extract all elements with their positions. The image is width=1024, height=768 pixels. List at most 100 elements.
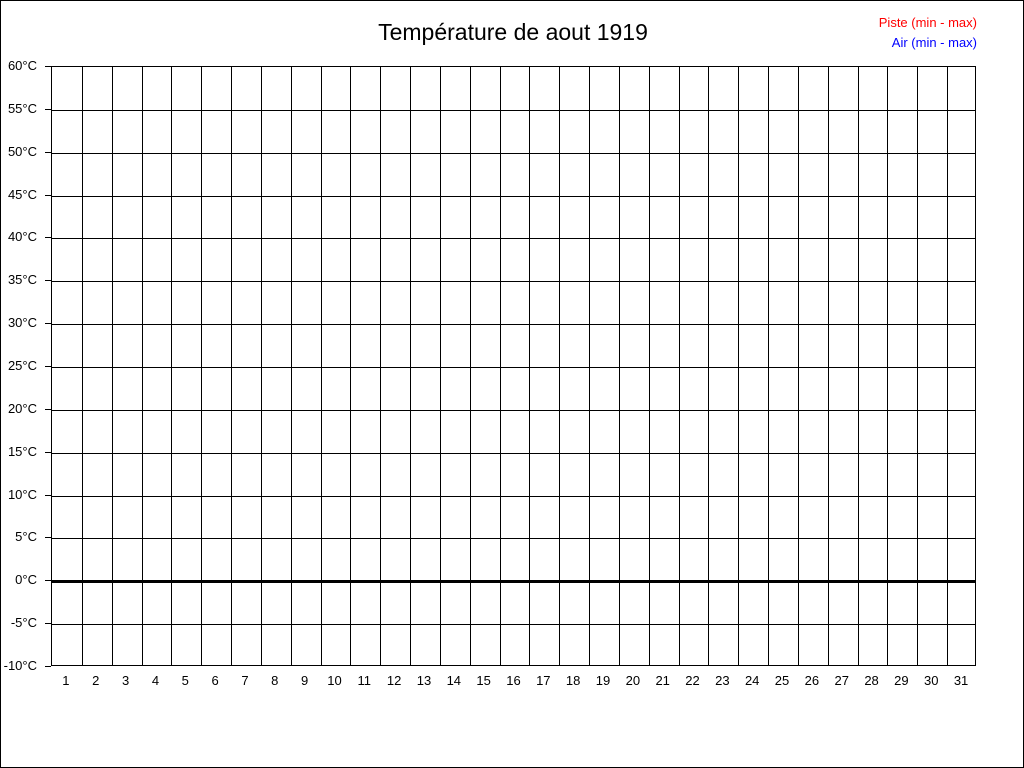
y-tick-mark <box>45 408 51 410</box>
gridline-vertical <box>112 67 113 665</box>
x-tick-label: 15 <box>476 673 491 688</box>
y-tick-mark <box>45 237 51 239</box>
y-tick-label: 20°C <box>7 400 37 416</box>
x-tick-label: 10 <box>327 673 342 688</box>
x-tick-label: 14 <box>446 673 462 688</box>
gridline-horizontal <box>52 281 975 283</box>
gridline-vertical <box>589 67 590 665</box>
y-tick-label: -5°C <box>10 615 37 631</box>
y-tick-label: 60°C <box>7 58 37 73</box>
x-tick-label: 6 <box>211 673 219 688</box>
gridline-vertical <box>679 67 680 665</box>
y-tick-mark <box>45 537 51 539</box>
y-tick-mark <box>45 66 51 67</box>
y-tick-mark <box>45 666 51 667</box>
y-tick-mark <box>45 108 51 110</box>
y-tick-label: 40°C <box>7 229 37 245</box>
x-tick-label: 13 <box>416 673 432 688</box>
gridline-horizontal <box>52 109 975 111</box>
gridline-vertical <box>500 67 501 665</box>
x-tick-label: 8 <box>271 673 279 688</box>
gridline-vertical <box>142 67 143 665</box>
y-tick-label: -10°C <box>3 658 37 673</box>
plot-area <box>51 66 976 666</box>
gridline-vertical <box>171 67 172 665</box>
gridline-vertical <box>440 67 441 665</box>
y-tick-mark <box>45 623 51 625</box>
gridline-vertical <box>380 67 381 665</box>
gridline-horizontal <box>52 324 975 326</box>
x-tick-label: 26 <box>804 673 820 688</box>
gridline-horizontal <box>52 195 975 197</box>
gridline-vertical <box>470 67 471 665</box>
gridline-horizontal <box>52 624 975 626</box>
gridline-vertical <box>559 67 560 665</box>
x-tick-label: 28 <box>864 673 879 688</box>
y-tick-mark <box>45 151 51 153</box>
gridline-vertical <box>649 67 650 665</box>
y-tick-label: 35°C <box>7 272 37 288</box>
x-tick-label: 22 <box>685 673 700 688</box>
gridline-vertical <box>858 67 859 665</box>
legend-item-piste: Piste (min - max) <box>878 15 977 30</box>
y-tick-label: 55°C <box>7 100 37 116</box>
gridline-vertical <box>321 67 322 665</box>
gridline-vertical <box>291 67 292 665</box>
gridline-vertical <box>887 67 888 665</box>
gridline-vertical <box>619 67 620 665</box>
y-tick-label: 30°C <box>7 315 37 331</box>
x-tick-label: 1 <box>62 673 70 688</box>
y-tick-label: 50°C <box>7 143 37 159</box>
page-title: Température de aout 1919 <box>378 19 648 45</box>
chart-legend: Piste (min - max) Air (min - max) <box>879 13 977 53</box>
gridline-vertical <box>410 67 411 665</box>
gridline-vertical <box>350 67 351 665</box>
gridline-vertical <box>231 67 232 665</box>
x-tick-label: 12 <box>386 673 402 688</box>
y-tick-mark <box>45 580 51 582</box>
gridline-vertical <box>917 67 918 665</box>
y-tick-mark <box>45 451 51 453</box>
gridline-horizontal <box>52 409 975 411</box>
y-tick-label: 0°C <box>15 572 37 588</box>
x-tick-label: 7 <box>241 673 249 688</box>
x-tick-label: 11 <box>357 673 372 688</box>
y-tick-label: 5°C <box>15 529 37 545</box>
gridline-vertical <box>798 67 799 665</box>
y-tick-mark <box>45 323 51 325</box>
y-tick-label: 15°C <box>7 443 37 459</box>
y-tick-label: 10°C <box>7 486 37 502</box>
gridline-vertical <box>708 67 709 665</box>
gridline-vertical <box>738 67 739 665</box>
y-tick-mark <box>45 280 51 282</box>
x-tick-label: 24 <box>744 673 760 688</box>
y-tick-mark <box>45 366 51 367</box>
gridline-horizontal <box>52 452 975 454</box>
legend-item-air: Air (min - max) <box>891 35 977 50</box>
y-tick-label: 25°C <box>7 358 37 373</box>
x-tick-label: 20 <box>625 673 641 688</box>
y-tick-mark <box>45 494 51 496</box>
x-tick-label: 23 <box>715 673 730 688</box>
gridline-horizontal <box>52 367 975 368</box>
gridline-vertical <box>201 67 202 665</box>
gridline-horizontal <box>52 495 975 497</box>
gridline-vertical <box>82 67 83 665</box>
x-tick-label: 30 <box>923 673 939 688</box>
x-tick-label: 27 <box>834 673 849 688</box>
x-tick-label: 16 <box>506 673 521 688</box>
gridline-vertical <box>828 67 829 665</box>
y-tick-label: 45°C <box>7 186 37 202</box>
x-tick-label: 4 <box>151 673 160 688</box>
x-tick-label: 31 <box>953 673 969 688</box>
gridline-zero <box>52 580 975 584</box>
gridline-vertical <box>768 67 769 665</box>
x-tick-label: 25 <box>774 673 790 688</box>
grid-layer <box>52 67 975 665</box>
gridline-horizontal <box>52 152 975 154</box>
gridline-vertical <box>529 67 530 665</box>
x-tick-label: 17 <box>536 673 551 688</box>
x-tick-label: 19 <box>595 673 611 688</box>
x-tick-label: 2 <box>92 673 100 688</box>
